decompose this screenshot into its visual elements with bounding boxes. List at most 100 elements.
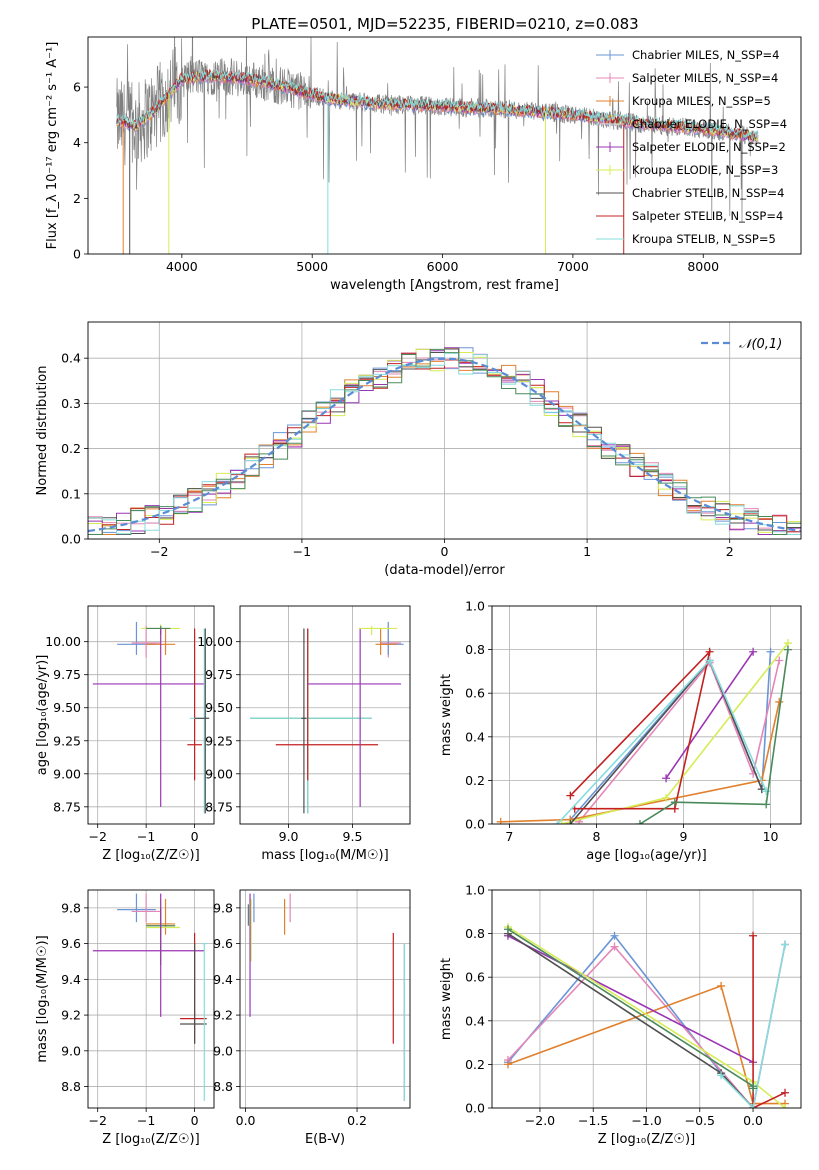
y-tick-label: 9.25 — [205, 733, 233, 748]
axes-massweight-vs-Z: −2.0 −1.5 −1.0 −0.5 0.0 0.0 0.2 0.4 0.6 0.8 1.0 Z [… — [439, 883, 802, 1147]
y-tick-label: 0.2 — [465, 773, 485, 788]
data-point — [189, 628, 210, 814]
data-point — [380, 621, 404, 655]
data-point — [187, 628, 202, 781]
series-line-7 — [720, 944, 786, 1108]
point-marker — [610, 931, 619, 940]
data-point — [250, 628, 372, 814]
data-point — [92, 893, 205, 1017]
data-point — [146, 898, 181, 962]
x-tick-label: −2.0 — [525, 1113, 555, 1128]
point-marker — [749, 1104, 758, 1108]
point-marker — [566, 820, 575, 824]
x-tick-label: −1 — [293, 544, 311, 559]
y-axis-label: age [log₁₀(age/yr)] — [35, 655, 50, 776]
y-tick-label: 0.0 — [465, 817, 485, 832]
histogram-line-8 — [88, 348, 801, 535]
y-tick-label: 0.6 — [465, 686, 485, 701]
axes-frame — [239, 605, 411, 825]
series-line-3 — [665, 651, 754, 779]
point-marker — [566, 791, 575, 800]
y-tick-label: 8.8 — [213, 1079, 233, 1094]
legend-entry: Kroupa STELIB, N_SSP=5 — [632, 232, 776, 246]
point-marker — [717, 981, 726, 990]
point-marker — [635, 820, 644, 824]
y-axis-label: Flux [f_λ 10⁻¹⁷ erg cm⁻² s⁻¹ A⁻¹] — [45, 42, 60, 250]
x-tick-label: 0 — [191, 829, 199, 844]
axes-massweight-vs-age: 7 8 9 10 0.0 0.2 0.4 0.6 0.8 1.0 age [log₁₀(age/yr… — [439, 599, 802, 863]
y-tick-label: 0.6 — [465, 970, 485, 985]
legend-entry: Chabrier MILES, N_SSP=4 — [632, 48, 779, 62]
data-point — [250, 628, 372, 814]
x-axis-label: Z [log₁₀(Z/Z☉)] — [598, 1132, 695, 1147]
point-marker — [781, 1088, 790, 1097]
point-marker — [503, 1060, 512, 1069]
y-tick-label: 0.4 — [61, 351, 81, 366]
x-tick-label: 0.0 — [743, 1113, 763, 1128]
point-marker — [503, 925, 512, 934]
y-tick-label: 9.4 — [61, 972, 81, 987]
series-line-4 — [561, 642, 789, 824]
y-tick-label: 9.2 — [213, 1008, 233, 1023]
x-tick-label: −2 — [88, 829, 106, 844]
x-axis-label: (data-model)/error — [384, 563, 505, 578]
point-marker — [762, 787, 771, 796]
model-line-6 — [116, 70, 759, 142]
legend-entry: 𝒩(0,1) — [739, 337, 782, 352]
y-tick-label: 0.4 — [465, 729, 485, 744]
y-tick-label: 0.3 — [61, 396, 81, 411]
y-axis-label: Normed distribution — [35, 366, 50, 496]
point-marker — [670, 798, 679, 807]
data-point — [180, 943, 207, 1044]
y-tick-label: 8.75 — [205, 799, 233, 814]
point-marker — [662, 774, 671, 783]
y-tick-label: 1.0 — [465, 599, 485, 614]
y-tick-label: 0.4 — [465, 1013, 485, 1028]
x-tick-label: −2 — [88, 1113, 106, 1128]
x-tick-label: −1 — [137, 829, 155, 844]
x-tick-label: −1.5 — [578, 1113, 608, 1128]
data-point — [275, 628, 379, 781]
x-tick-label: 1 — [583, 544, 591, 559]
x-tick-label: 7 — [505, 829, 513, 844]
y-tick-label: 0.2 — [61, 441, 81, 456]
legend-entry: Salpeter STELIB, N_SSP=4 — [632, 209, 783, 223]
legend-entry: Salpeter ELODIE, N_SSP=2 — [632, 140, 786, 154]
legend-entry: Salpeter MILES, N_SSP=4 — [632, 71, 778, 85]
y-axis-label: mass [log₁₀(M/M☉)] — [35, 935, 50, 1062]
axes-frame — [87, 605, 215, 825]
axes-mass-vs-EBV: 0.0 0.2 8.8 9.0 9.2 9.4 9.6 9.8 E(B-V) — [213, 889, 411, 1147]
y-tick-label: 9.50 — [205, 700, 233, 715]
legend-entry: Chabrier ELODIE, N_SSP=4 — [632, 117, 787, 131]
x-tick-label: 6000 — [427, 259, 459, 274]
x-tick-label: 7000 — [557, 259, 589, 274]
x-tick-label: −2 — [150, 544, 168, 559]
axes-frame — [491, 889, 802, 1109]
point-marker — [781, 1104, 790, 1108]
point-marker — [749, 1084, 758, 1093]
y-tick-label: 9.6 — [61, 936, 81, 951]
point-marker — [610, 942, 619, 951]
data-point — [201, 943, 207, 1101]
y-tick-label: 9.8 — [213, 900, 233, 915]
axes-frame — [491, 605, 802, 825]
point-marker — [781, 940, 790, 949]
y-tick-label: 9.75 — [53, 667, 81, 682]
legend-entry: Kroupa ELODIE, N_SSP=3 — [632, 163, 778, 177]
y-tick-label: 9.0 — [61, 1043, 81, 1058]
figure-title: PLATE=0501, MJD=52235, FIBERID=0210, z=0… — [251, 15, 638, 33]
y-tick-label: 10.00 — [197, 634, 233, 649]
axes-spectrum: 4000 5000 6000 7000 8000 0 2 4 6 wavelength [Angs… — [45, 36, 802, 293]
x-tick-label: 5000 — [296, 259, 328, 274]
y-tick-label: 4 — [73, 135, 81, 150]
x-tick-label: 8000 — [687, 259, 719, 274]
normal-curve-line — [87, 357, 802, 533]
x-axis-label: wavelength [Angstrom, rest frame] — [330, 278, 559, 293]
axes-frame — [239, 889, 411, 1109]
y-tick-label: 8.8 — [61, 1079, 81, 1094]
x-axis-label: Z [log₁₀(Z/Z☉)] — [102, 848, 199, 863]
axes-age-vs-mass: 9.0 9.5 8.75 9.00 9.25 9.50 9.75 10.00 mass [log… — [197, 605, 411, 863]
point-marker — [749, 931, 758, 940]
y-axis-label: mass weight — [439, 958, 454, 1040]
